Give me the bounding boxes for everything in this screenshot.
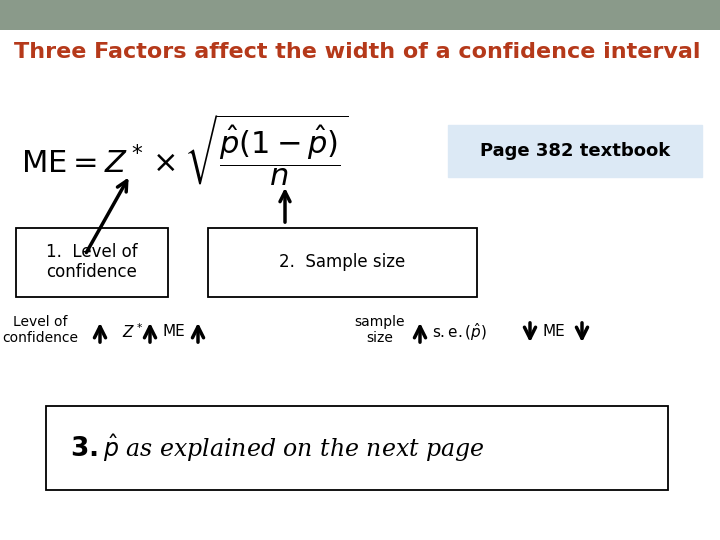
Text: ME: ME	[162, 325, 185, 340]
Text: 2.  Sample size: 2. Sample size	[279, 253, 405, 271]
Text: $\hat{p}$ as explained on the next page: $\hat{p}$ as explained on the next page	[103, 433, 485, 464]
Text: Three Factors affect the width of a confidence interval: Three Factors affect the width of a conf…	[14, 42, 701, 62]
Text: sample
size: sample size	[355, 315, 405, 345]
FancyBboxPatch shape	[208, 228, 477, 297]
Text: $Z^*$: $Z^*$	[122, 322, 143, 341]
Bar	[0, 0, 720, 30]
Text: Level of
confidence: Level of confidence	[2, 315, 78, 345]
FancyBboxPatch shape	[448, 125, 702, 177]
Text: $\mathrm{s.e.}(\hat{p})$: $\mathrm{s.e.}(\hat{p})$	[432, 321, 487, 343]
Text: $\mathrm{ME} = Z^* \times \sqrt{\dfrac{\hat{p}(1-\hat{p})}{n}}$: $\mathrm{ME} = Z^* \times \sqrt{\dfrac{\…	[22, 112, 348, 188]
Text: 1.  Level of
confidence: 1. Level of confidence	[46, 242, 138, 281]
FancyBboxPatch shape	[46, 406, 668, 490]
Text: $\mathbf{3.}$: $\mathbf{3.}$	[70, 435, 98, 461]
Text: Page 382 textbook: Page 382 textbook	[480, 142, 670, 160]
FancyBboxPatch shape	[16, 228, 168, 297]
Text: ME: ME	[542, 325, 564, 340]
